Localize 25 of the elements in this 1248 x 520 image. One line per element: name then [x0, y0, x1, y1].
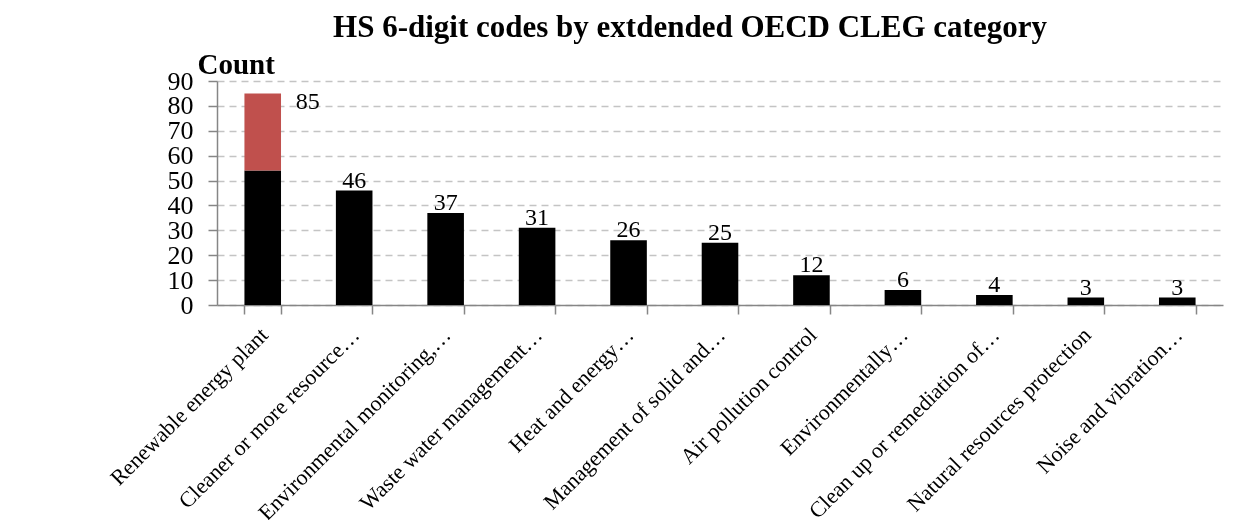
- total-label: 26: [616, 216, 641, 243]
- bar: [884, 290, 922, 305]
- total-label: 4: [988, 271, 1001, 298]
- bar: [793, 275, 830, 305]
- bar: [976, 295, 1013, 305]
- total-label: 46: [342, 166, 367, 193]
- bar: [610, 240, 647, 305]
- total-label: 25: [708, 218, 732, 245]
- bar: [244, 170, 282, 305]
- total-label: 12: [799, 251, 824, 278]
- bar: [1158, 297, 1196, 305]
- total-label: 6: [896, 266, 909, 293]
- bar: [427, 212, 464, 305]
- y-axis-title: Count: [197, 47, 276, 80]
- chart-title: HS 6-digit codes by extdended OECD CLEG category: [333, 9, 1048, 44]
- total-label: 37: [433, 188, 458, 215]
- bar: [335, 190, 373, 305]
- bar: [518, 227, 556, 305]
- total-label: 85: [295, 88, 320, 115]
- total-label: 3: [1079, 273, 1092, 300]
- bar: [701, 242, 739, 305]
- total-label: 31: [525, 203, 550, 230]
- bar: [244, 93, 282, 171]
- bar: [1067, 297, 1105, 305]
- total-label: 3: [1171, 273, 1184, 300]
